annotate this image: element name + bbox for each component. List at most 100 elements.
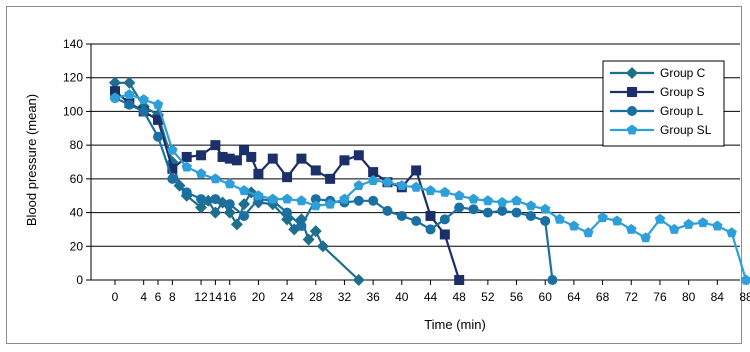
- data-point: [124, 89, 135, 100]
- data-point: [497, 205, 508, 216]
- x-tick-label: 14: [209, 290, 223, 304]
- data-point: [224, 153, 235, 164]
- y-tick-labels: 0 20 40 60 80 100 120 140: [63, 37, 83, 287]
- data-point: [195, 168, 207, 179]
- data-point: [267, 153, 278, 164]
- data-point: [324, 198, 336, 209]
- data-point: [368, 167, 379, 178]
- data-point: [453, 190, 465, 201]
- data-point: [626, 124, 638, 135]
- x-tick-labels: 0 4 6 8 12 14 16 20 24 28 32 36 40 44 48 52 56 60 64 68 72 76…: [112, 290, 750, 304]
- data-point: [296, 195, 307, 206]
- data-point: [325, 173, 336, 184]
- y-tick-label: 100: [63, 104, 83, 118]
- x-axis-title: Time (min): [424, 317, 486, 332]
- data-point: [482, 195, 494, 206]
- x-tick-label: 52: [481, 290, 495, 304]
- data-point: [353, 180, 365, 191]
- data-point: [468, 193, 479, 204]
- data-point: [109, 76, 121, 89]
- x-tick-label: 48: [453, 290, 467, 304]
- data-point: [712, 220, 723, 231]
- x-tick-label: 32: [338, 290, 352, 304]
- data-point: [439, 229, 450, 240]
- x-tick-label: 20: [252, 290, 266, 304]
- data-point: [110, 86, 120, 97]
- data-point: [246, 151, 257, 162]
- data-point: [253, 168, 264, 179]
- x-tick-label: 6: [155, 290, 162, 304]
- data-point: [525, 210, 536, 221]
- data-point: [224, 178, 235, 189]
- data-point: [726, 227, 737, 238]
- data-point: [296, 153, 307, 164]
- y-axis-title: Blood pressure (mean): [24, 94, 39, 226]
- x-tick-label: 60: [539, 290, 553, 304]
- data-point: [302, 233, 315, 246]
- data-point: [123, 76, 136, 89]
- data-point: [210, 194, 221, 205]
- data-point: [196, 150, 207, 161]
- data-point: [496, 196, 508, 207]
- data-point: [196, 194, 207, 205]
- data-point: [195, 201, 208, 214]
- data-point: [740, 274, 750, 285]
- x-tick-label: 76: [653, 290, 667, 304]
- x-tick-label: 44: [424, 290, 438, 304]
- x-tick-label: 8: [169, 290, 176, 304]
- legend-box: [602, 60, 725, 147]
- data-point: [554, 213, 565, 224]
- legend-label: Group L: [660, 104, 704, 118]
- data-point: [210, 140, 221, 151]
- y-tick-label: 0: [76, 273, 83, 287]
- data-point: [439, 186, 451, 197]
- legend-label: Group SL: [660, 123, 712, 137]
- data-point: [583, 227, 594, 238]
- data-point: [209, 206, 222, 219]
- data-point: [352, 274, 365, 286]
- data-point: [540, 203, 551, 214]
- x-tick-label: 84: [711, 290, 725, 304]
- data-point: [425, 210, 436, 221]
- data-point: [396, 210, 407, 221]
- data-point: [626, 67, 638, 79]
- data-point: [310, 194, 321, 205]
- data-point: [683, 218, 694, 229]
- data-point: [138, 94, 149, 105]
- data-point: [238, 185, 250, 196]
- x-tick-label: 64: [567, 290, 581, 304]
- data-point: [167, 173, 178, 184]
- data-point: [181, 161, 192, 172]
- data-point: [153, 114, 164, 125]
- x-tick-label: 40: [395, 290, 409, 304]
- data-point: [224, 199, 235, 210]
- data-point: [382, 205, 393, 216]
- data-point: [511, 207, 522, 218]
- y-tick-label: 20: [70, 239, 84, 253]
- data-point: [669, 223, 680, 234]
- data-point: [439, 214, 450, 225]
- data-point: [540, 216, 551, 226]
- data-point: [611, 215, 623, 226]
- data-point: [396, 180, 408, 191]
- data-point: [568, 220, 580, 231]
- data-point: [339, 155, 350, 166]
- data-point: [353, 195, 364, 206]
- y-tick-label: 60: [70, 172, 84, 186]
- data-point: [310, 200, 321, 211]
- data-point: [627, 106, 637, 116]
- data-point: [547, 275, 558, 285]
- data-point: [238, 198, 251, 211]
- y-tick-label: 80: [70, 138, 84, 152]
- x-tick-label: 12: [194, 290, 208, 304]
- data-point: [167, 144, 178, 155]
- data-point: [482, 207, 493, 218]
- legend-label: Group S: [660, 85, 705, 99]
- data-point: [425, 224, 436, 235]
- data-point: [468, 204, 479, 215]
- series-group-sl: [109, 89, 750, 285]
- data-point: [124, 99, 135, 110]
- data-point: [138, 106, 149, 117]
- data-point: [425, 185, 436, 196]
